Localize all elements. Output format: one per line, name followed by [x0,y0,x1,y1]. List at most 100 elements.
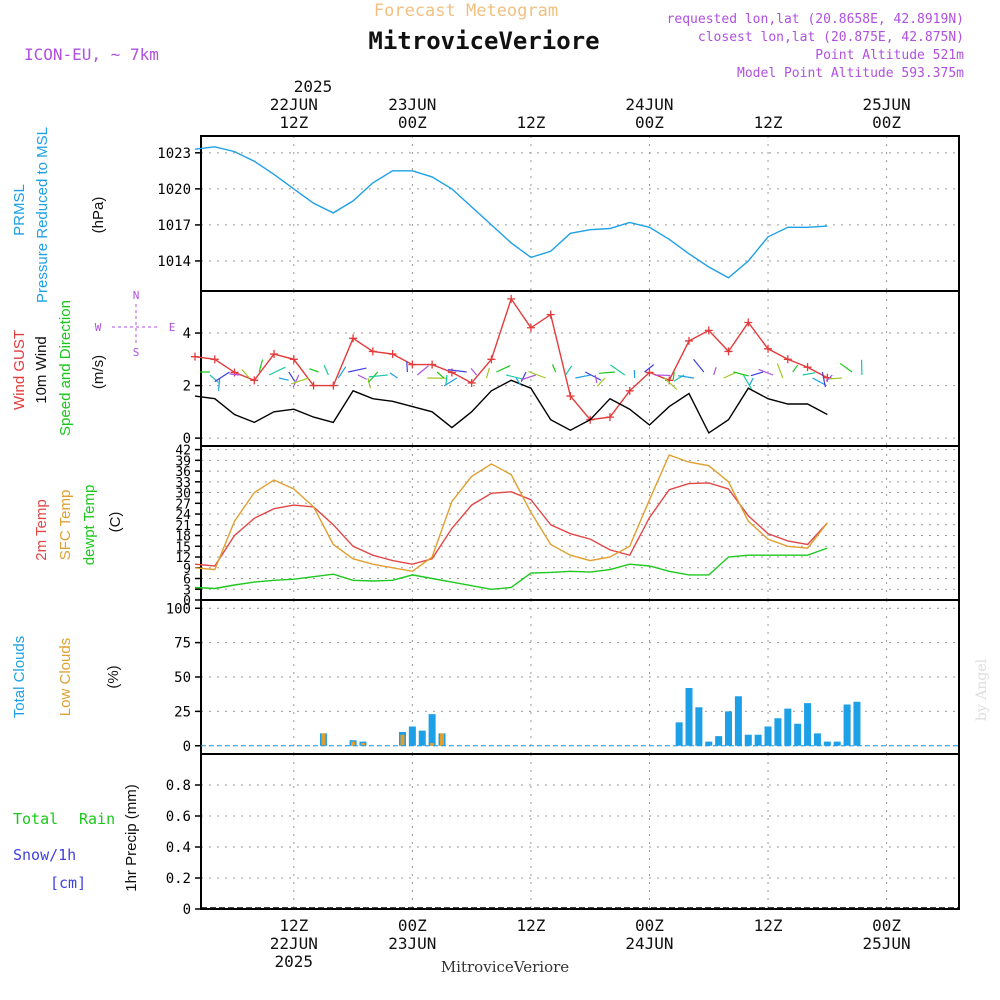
gust-marker [546,310,555,319]
wind-arrow [776,363,784,379]
y-tick-label: 9 [183,562,191,577]
y-tick-label: 1023 [157,146,191,162]
total-cloud-bar [764,726,772,746]
low-clouds-label: Low Clouds [57,638,74,716]
temp2m-label: 2m Temp [33,499,50,560]
top-tick-label: 12Z [754,113,783,132]
y-tick-label: 2 [183,379,191,395]
total-cloud-bar [675,722,683,746]
y-tick-label: 21 [175,519,191,534]
pressure-labels: PRMSL Pressure Reduced to MSL (hPa) [11,127,107,303]
gust-marker [230,368,239,377]
wind-arrow [663,377,678,390]
total-cloud-bar [695,707,703,746]
wind-arrow [584,371,602,381]
y-tick-label: 0 [183,431,191,447]
wind-arrow [678,375,695,379]
gust-marker [408,360,417,369]
wind-arrow [288,371,296,382]
gust-marker [685,336,693,345]
point-altitude: Point Altitude 521m [815,48,964,63]
wind-arrow [389,372,398,379]
wind-arrow [829,377,843,380]
c-unit-label: (C) [107,512,124,533]
pressure-msl-label: Pressure Reduced to MSL [34,127,51,303]
y-tick-label: 39 [175,454,191,469]
y-tick-label: 24 [175,508,191,523]
total-cloud-bar [833,741,841,746]
wind-arrow [551,364,557,373]
wind-arrow [713,367,717,376]
bottom-tick-label: 12Z [279,916,308,935]
y-tick-label: 1017 [157,218,191,234]
total-cloud-bar [725,711,733,746]
footer-location: MitroviceVeriore [441,958,569,976]
wind-arrow [723,372,736,379]
model-label: ICON-EU, ~ 7km [24,45,159,64]
wind-arrow [693,358,705,373]
wind-arrow [812,377,827,386]
panel-frame [200,135,960,292]
series-line-prmsl [194,146,828,279]
y-tick-label: 50 [174,670,191,686]
gust-marker [349,334,358,343]
wind-arrow [357,374,367,380]
y-tick-label: 18 [175,530,191,545]
clouds-panel: 0 25 50 75 100 [166,599,960,755]
wind-arrow [323,364,329,376]
top-tick-label: 00Z [635,113,664,132]
wind-arrow [406,361,409,373]
wind-arrow [520,374,537,381]
gust-marker [329,381,338,390]
gust-label: Wind GUST [11,330,28,410]
total-cloud-bar [843,704,851,746]
total-cloud-bar [408,726,416,746]
wind-labels: Wind GUST 10m Wind Speed and Direction (… [11,289,175,436]
gust-marker [467,378,476,387]
snow-label: Snow/1h [13,846,76,864]
compass-rose-icon: N S W E [95,289,176,359]
total-cloud-bar [754,734,762,746]
wind-arrow [367,371,379,383]
y-tick-label: 6 [183,573,191,588]
y-tick-label: 0 [183,594,191,609]
wind-arrow [337,366,347,379]
top-year-label: 2025 [294,77,333,96]
top-tick-label: 00Z [872,113,901,132]
y-tick-label: 27 [175,497,191,512]
gust-marker [566,392,575,401]
wind-panel: 0 2 4 [183,290,960,447]
top-tick-label: 00Z [398,113,427,132]
y-tick-label: 1020 [157,182,191,198]
wind-arrow [292,374,300,388]
wind-arrow [644,364,655,373]
low-cloud-bar [440,733,444,746]
gust-marker [764,344,773,353]
gust-marker [783,355,792,364]
wind-arrow [309,368,319,373]
total-cloud-bar [813,733,821,746]
wind-arrow [610,364,626,376]
wind-arrow [368,374,388,378]
y-tick-label: 75 [174,636,191,652]
precip-panel: 0 0.2 0.4 0.6 0.8 [166,753,960,918]
wind-arrow [290,377,309,385]
wind-arrow [209,374,220,384]
wind-arrow [520,371,527,382]
gust-marker [428,360,437,369]
wind-arrow [792,364,799,373]
y-tick-label: 0.2 [166,871,191,887]
gust-marker [250,376,259,385]
low-cloud-bar [400,734,405,746]
compass-west: W [95,321,102,334]
top-tick-label: 12Z [279,113,308,132]
total-cloud-bar [705,741,713,746]
total-cloud-bar [744,734,752,746]
panel-frame [200,290,960,447]
y-tick-label: 36 [175,465,191,480]
y-tick-label: 42 [175,444,191,459]
precip-axis-label: 1hr Precip (mm) [123,784,140,892]
gust-marker [507,294,516,303]
